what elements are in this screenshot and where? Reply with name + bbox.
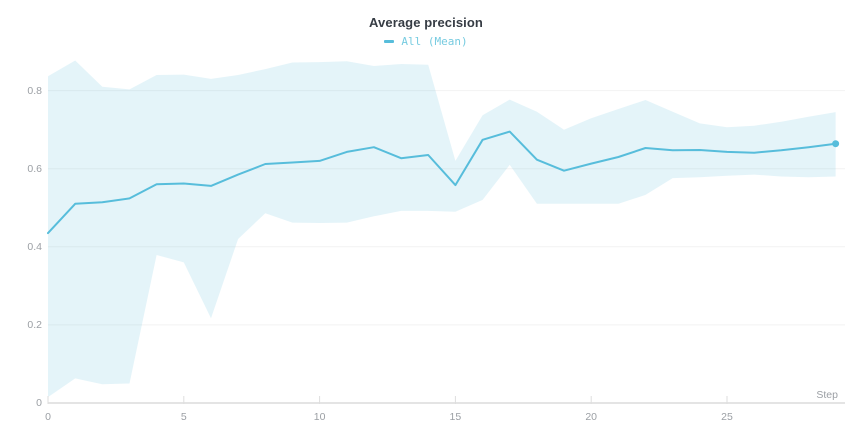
x-tick-label: 0 <box>45 411 51 423</box>
x-tick-label: 10 <box>313 411 326 423</box>
y-tick-label: 0.8 <box>27 84 42 97</box>
y-tick-label: 0 <box>36 397 42 409</box>
x-tick-label: 25 <box>721 411 733 423</box>
last-point-marker <box>832 140 840 148</box>
x-axis-title: Step <box>816 389 838 401</box>
mean-line <box>47 130 837 235</box>
x-tick-label: 5 <box>180 411 187 423</box>
y-tick-label: 0.6 <box>27 162 42 175</box>
x-tick-label: 20 <box>585 411 598 423</box>
y-tick-label: 0.2 <box>27 318 42 331</box>
legend-label: All (Mean) <box>401 35 468 48</box>
x-tick-label: 15 <box>449 411 462 423</box>
legend-line-swatch-icon <box>384 40 395 43</box>
confidence-band <box>48 60 836 398</box>
legend: All (Mean) <box>0 35 852 48</box>
legend-item[interactable]: All (Mean) <box>384 35 468 48</box>
chart-title: Average precision <box>369 15 483 30</box>
y-tick-label: 0.4 <box>27 240 42 253</box>
